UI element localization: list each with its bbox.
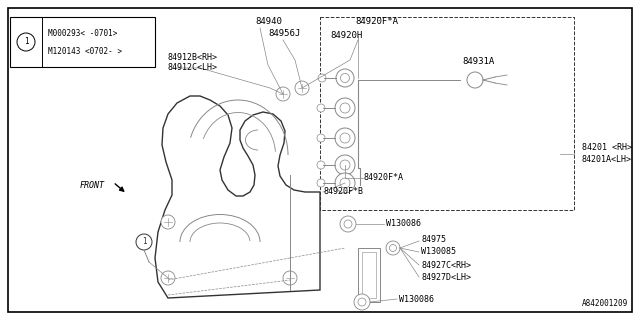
Circle shape bbox=[340, 160, 350, 170]
Text: W130086: W130086 bbox=[399, 294, 434, 303]
Text: W130085: W130085 bbox=[421, 247, 456, 257]
Circle shape bbox=[335, 155, 355, 175]
Circle shape bbox=[161, 271, 175, 285]
Text: 84920F*A: 84920F*A bbox=[363, 173, 403, 182]
Circle shape bbox=[344, 220, 352, 228]
Circle shape bbox=[295, 81, 309, 95]
Circle shape bbox=[336, 69, 354, 87]
Circle shape bbox=[283, 271, 297, 285]
Text: FRONT: FRONT bbox=[80, 181, 105, 190]
Bar bbox=[358, 248, 380, 302]
Circle shape bbox=[354, 294, 370, 310]
Circle shape bbox=[335, 128, 355, 148]
Text: 84927D<LH>: 84927D<LH> bbox=[421, 273, 471, 282]
Circle shape bbox=[317, 179, 325, 187]
Circle shape bbox=[340, 103, 350, 113]
Text: 84931A: 84931A bbox=[462, 58, 494, 67]
Circle shape bbox=[276, 87, 290, 101]
Circle shape bbox=[358, 298, 366, 306]
Text: 84940: 84940 bbox=[255, 18, 282, 27]
Circle shape bbox=[335, 173, 355, 193]
Text: 84920H: 84920H bbox=[330, 31, 362, 41]
Text: 84920F*B: 84920F*B bbox=[323, 188, 363, 196]
Circle shape bbox=[340, 216, 356, 232]
Text: M000293< -0701>: M000293< -0701> bbox=[48, 29, 117, 38]
Circle shape bbox=[17, 33, 35, 51]
Circle shape bbox=[390, 244, 397, 252]
Text: 1: 1 bbox=[141, 237, 147, 246]
Circle shape bbox=[318, 74, 326, 82]
Circle shape bbox=[317, 134, 325, 142]
Circle shape bbox=[317, 104, 325, 112]
Circle shape bbox=[136, 234, 152, 250]
Text: 84975: 84975 bbox=[421, 236, 446, 244]
Text: M120143 <0702- >: M120143 <0702- > bbox=[48, 47, 122, 57]
Text: 84920F*A: 84920F*A bbox=[355, 18, 398, 27]
Text: 84201 <RH>: 84201 <RH> bbox=[582, 143, 632, 153]
Text: 84956J: 84956J bbox=[268, 28, 300, 37]
Text: 1: 1 bbox=[24, 37, 28, 46]
Text: 84912C<LH>: 84912C<LH> bbox=[168, 63, 218, 73]
Bar bbox=[362, 252, 376, 298]
Circle shape bbox=[335, 98, 355, 118]
Text: W130086: W130086 bbox=[386, 220, 421, 228]
Bar bbox=[10, 17, 155, 67]
Circle shape bbox=[317, 161, 325, 169]
Circle shape bbox=[340, 178, 350, 188]
Text: 84201A<LH>: 84201A<LH> bbox=[582, 156, 632, 164]
Circle shape bbox=[340, 74, 349, 83]
Text: A842001209: A842001209 bbox=[582, 299, 628, 308]
Circle shape bbox=[161, 215, 175, 229]
Circle shape bbox=[467, 72, 483, 88]
Bar bbox=[320, 17, 574, 210]
Circle shape bbox=[386, 241, 400, 255]
Text: 84912B<RH>: 84912B<RH> bbox=[168, 53, 218, 62]
Circle shape bbox=[340, 133, 350, 143]
Text: 84927C<RH>: 84927C<RH> bbox=[421, 260, 471, 269]
